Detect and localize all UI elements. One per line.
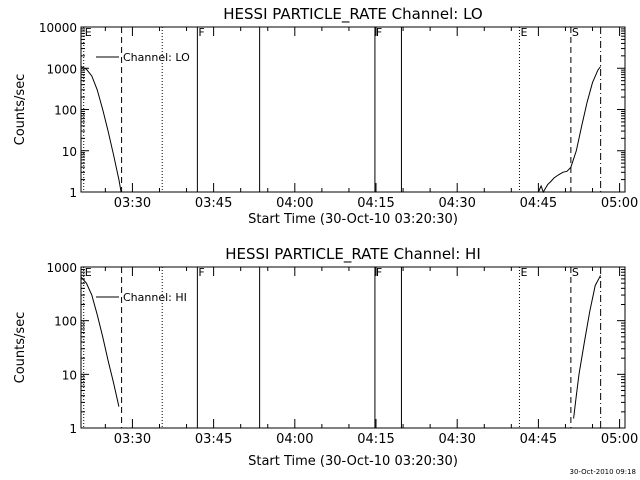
y-tick-label: 1: [69, 422, 77, 436]
x-tick-label: 05:00: [601, 196, 638, 211]
x-axis-label: Start Time (30-Oct-10 03:20:30): [248, 212, 458, 227]
y-axis-label: Counts/sec: [13, 74, 28, 146]
plot-frame: [80, 266, 626, 429]
x-tick-label: 05:00: [601, 432, 638, 447]
event-marker-label: S: [572, 26, 579, 39]
series-line: [80, 66, 122, 193]
event-marker-label: E: [85, 266, 92, 279]
y-tick-label: 1000: [46, 62, 77, 76]
y-tick-label: 100: [54, 315, 77, 329]
event-marker-label: F: [376, 26, 382, 39]
x-tick-label: 03:30: [114, 432, 151, 447]
footer-timestamp: 30-Oct-2010 09:18: [570, 468, 636, 476]
event-marker-label: E: [520, 266, 527, 279]
x-tick-label: 03:45: [195, 196, 232, 211]
series-line: [573, 275, 602, 419]
y-tick-label: 10: [62, 145, 77, 159]
panel-lo: HESSI PARTICLE_RATE Channel: LO 1 10 100 100…: [13, 5, 638, 227]
legend-label: Channel: HI: [123, 291, 187, 304]
y-tick-label: 10000: [39, 21, 77, 35]
y-tick-label: 100: [54, 104, 77, 118]
panel-hi: HESSI PARTICLE_RATE Channel: HI 1 10 100 100…: [13, 245, 638, 469]
y-tick-label: 1: [69, 186, 77, 200]
x-tick-label: 04:45: [520, 432, 557, 447]
x-axis-label: Start Time (30-Oct-10 03:20:30): [248, 454, 458, 469]
event-marker-label: S: [572, 266, 579, 279]
y-tick-label: 10: [62, 368, 77, 382]
event-marker-label: F: [198, 26, 204, 39]
x-tick-label: 03:45: [195, 432, 232, 447]
series-line: [537, 66, 601, 194]
event-marker-label: F: [376, 266, 382, 279]
x-tick-label: 04:30: [438, 196, 475, 211]
y-tick-label: 1000: [46, 261, 77, 275]
event-marker-label: F: [198, 266, 204, 279]
x-tick-label: 04:00: [276, 196, 313, 211]
event-marker-label: E: [85, 26, 92, 39]
chart-title: HESSI PARTICLE_RATE Channel: LO: [223, 5, 482, 24]
event-marker-label: E: [520, 26, 527, 39]
series-line: [80, 276, 120, 407]
legend-label: Channel: LO: [123, 51, 190, 64]
x-tick-label: 04:15: [357, 432, 394, 447]
x-tick-label: 04:00: [276, 432, 313, 447]
x-tick-label: 04:45: [520, 196, 557, 211]
x-tick-label: 04:30: [438, 432, 475, 447]
x-tick-label: 04:15: [357, 196, 394, 211]
chart-title: HESSI PARTICLE_RATE Channel: HI: [225, 245, 481, 264]
x-tick-label: 03:30: [114, 196, 151, 211]
y-axis-label: Counts/sec: [13, 312, 28, 384]
